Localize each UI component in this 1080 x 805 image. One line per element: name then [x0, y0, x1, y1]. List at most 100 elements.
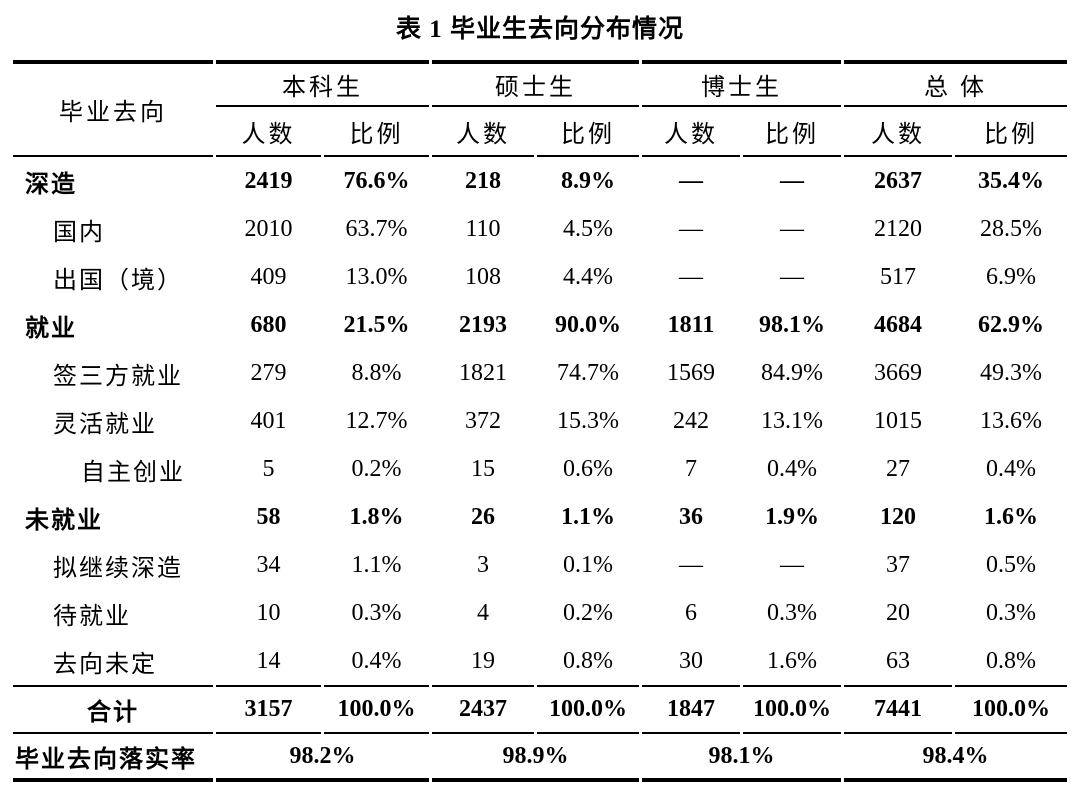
cell: 409	[250, 263, 287, 290]
header-destination: 毕业去向	[13, 60, 213, 157]
header-group-master: 硕士生	[432, 60, 639, 107]
cell: 6.9%	[986, 263, 1036, 290]
cell: 62.9%	[978, 311, 1044, 338]
cell: 0.4%	[767, 455, 817, 482]
cell: 1.1%	[351, 551, 402, 578]
cell: 8.8%	[351, 359, 402, 386]
cell: 2637	[874, 167, 922, 194]
cell: 1847	[642, 685, 740, 734]
header-group-doctoral: 博士生	[642, 60, 841, 107]
cell: 0.8%	[563, 647, 613, 674]
cell: 7441	[844, 685, 952, 734]
cell: 27	[886, 455, 910, 482]
cell: 10	[256, 599, 281, 626]
cell: 98.2%	[216, 734, 429, 782]
cell: 279	[250, 359, 287, 386]
cell: 1811	[667, 311, 715, 338]
cell: 13.0%	[345, 263, 408, 290]
cell: 100.0%	[955, 685, 1067, 734]
cell: 1.9%	[765, 503, 819, 530]
table-title: 表 1 毕业生去向分布情况	[395, 16, 684, 43]
cell: 3157	[216, 685, 321, 734]
cell: 401	[250, 407, 287, 434]
cell: —	[780, 167, 804, 194]
cell: 13.6%	[980, 407, 1042, 434]
cell: 84.9%	[761, 359, 823, 386]
row-label: 就业	[25, 315, 77, 342]
cell: 74.7%	[557, 359, 619, 386]
cell: 242	[673, 407, 709, 434]
cell: 58	[256, 503, 281, 530]
cell: 98.9%	[432, 734, 639, 782]
cell: 49.3%	[980, 359, 1042, 386]
cell: 15	[471, 455, 495, 482]
table-row: 未就业 58 1.8% 26 1.1% 36 1.9% 120 1.6%	[13, 493, 1067, 541]
cell: 218	[465, 167, 501, 194]
row-label: 未就业	[25, 507, 103, 534]
cell: 108	[465, 263, 501, 290]
cell: 3	[477, 551, 489, 578]
cell: 2120	[874, 215, 922, 242]
header-count: 人数	[216, 107, 321, 157]
cell: 98.1%	[642, 734, 841, 782]
cell: —	[679, 167, 703, 194]
cell: 21.5%	[343, 311, 410, 338]
total-row: 合计 3157 100.0% 2437 100.0% 1847 100.0% 7…	[13, 685, 1067, 734]
cell: 120	[880, 503, 916, 530]
header-sub-row: 人数 比例 人数 比例 人数 比例 人数 比例	[13, 107, 1067, 157]
table-row: 深造 2419 76.6% 218 8.9% — — 2637 35.4%	[13, 157, 1067, 205]
cell: 110	[465, 215, 501, 242]
table-totals: 合计 3157 100.0% 2437 100.0% 1847 100.0% 7…	[13, 685, 1067, 734]
placement-rate-label: 毕业去向落实率	[13, 734, 213, 782]
cell: 8.9%	[561, 167, 615, 194]
table-row: 拟继续深造 34 1.1% 3 0.1% — — 37 0.5%	[13, 541, 1067, 589]
header-count: 人数	[642, 107, 740, 157]
table-body: 深造 2419 76.6% 218 8.9% — — 2637 35.4% 国内…	[13, 157, 1067, 685]
table-row: 国内 2010 63.7% 110 4.5% — — 2120 28.5%	[13, 205, 1067, 253]
cell: 0.3%	[986, 599, 1036, 626]
graduate-destination-table: 毕业去向 本科生 硕士生 博士生 总 体 人数 比例 人数 比例 人数 比例 人…	[10, 60, 1070, 782]
header-count: 人数	[432, 107, 534, 157]
row-label: 去向未定	[53, 651, 157, 678]
header-ratio: 比例	[537, 107, 639, 157]
placement-rate-row: 毕业去向落实率 98.2% 98.9% 98.1% 98.4%	[13, 734, 1067, 782]
header-group-row: 毕业去向 本科生 硕士生 博士生 总 体	[13, 60, 1067, 157]
cell: 36	[679, 503, 703, 530]
cell: 1.6%	[767, 647, 817, 674]
row-label: 国内	[53, 219, 105, 246]
cell: 19	[471, 647, 495, 674]
cell: 98.1%	[759, 311, 825, 338]
cell: 34	[256, 551, 281, 578]
cell: 4684	[874, 311, 922, 338]
cell: —	[679, 215, 703, 242]
row-label: 自主创业	[81, 459, 185, 486]
table-row: 就业 680 21.5% 2193 90.0% 1811 98.1% 4684 …	[13, 301, 1067, 349]
cell: 4.4%	[563, 263, 613, 290]
cell: 100.0%	[743, 685, 841, 734]
cell: 0.2%	[351, 455, 402, 482]
cell: 517	[880, 263, 916, 290]
cell: —	[679, 263, 703, 290]
header-ratio: 比例	[743, 107, 841, 157]
cell: 1821	[459, 359, 507, 386]
cell: 0.1%	[563, 551, 613, 578]
cell: 0.2%	[563, 599, 613, 626]
header-group-overall: 总 体	[844, 60, 1067, 107]
cell: 98.4%	[844, 734, 1067, 782]
cell: 0.6%	[563, 455, 613, 482]
cell: 7	[685, 455, 697, 482]
cell: 372	[465, 407, 501, 434]
cell: 90.0%	[555, 311, 621, 338]
cell: 1015	[874, 407, 922, 434]
cell: 3669	[874, 359, 922, 386]
row-label: 待就业	[53, 603, 131, 630]
cell: 100.0%	[537, 685, 639, 734]
cell: 28.5%	[980, 215, 1042, 242]
cell: 14	[256, 647, 281, 674]
row-label: 出国（境）	[53, 267, 183, 294]
cell: 63	[886, 647, 910, 674]
row-label: 签三方就业	[53, 363, 183, 390]
header-count: 人数	[844, 107, 952, 157]
cell: 1569	[667, 359, 715, 386]
